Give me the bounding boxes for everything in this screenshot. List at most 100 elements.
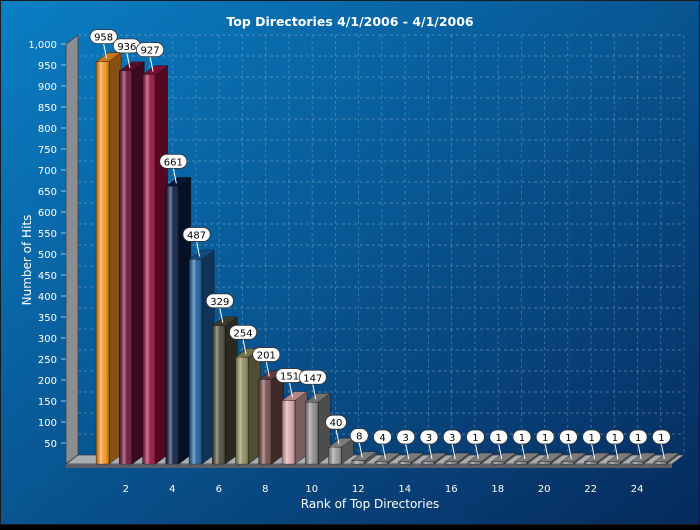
bar-shine [142, 74, 156, 464]
bar-17 [467, 452, 494, 465]
data-label-19: 1 [512, 429, 532, 460]
data-label-leader [289, 382, 294, 398]
bar-10 [304, 392, 331, 465]
x-tick-label: 16 [445, 484, 458, 495]
x-tick-label: 4 [169, 484, 175, 495]
y-tick-label: 850 [38, 103, 57, 114]
bar-11 [327, 437, 355, 465]
data-label-leader [405, 443, 410, 460]
data-label-text: 1 [588, 433, 594, 444]
data-label-leader [544, 443, 549, 460]
bar-22 [583, 452, 610, 465]
y-tick-label: 100 [38, 418, 57, 429]
data-label-17: 1 [466, 429, 485, 460]
bar-18 [490, 452, 517, 465]
y-tick-label: 700 [38, 166, 57, 177]
y-axis-wall [65, 34, 79, 465]
data-label-leader [428, 443, 433, 460]
data-label-leader [591, 443, 596, 460]
data-label-23: 1 [605, 429, 625, 460]
bar-6 [211, 316, 238, 465]
data-label-leader [149, 56, 154, 72]
bar-shine [235, 357, 249, 464]
data-labels: 958 936 927 661 487 329 254 201 151 147 40 8 4 3 3 3 1 1 1… [89, 29, 671, 460]
bar-shine [514, 462, 528, 464]
bar-5 [188, 250, 215, 465]
bar-shine [607, 462, 621, 464]
data-label-leader [126, 52, 131, 68]
data-label-text: 1 [519, 433, 525, 444]
bar-shine [374, 462, 389, 464]
data-label-leader [660, 443, 665, 460]
data-label-9: 151 [275, 368, 304, 398]
x-tick-label: 2 [123, 484, 129, 495]
bar-shine [282, 400, 296, 464]
data-label-bubble [651, 429, 671, 445]
y-tick-label: 250 [38, 355, 57, 366]
data-label-bubble [229, 324, 258, 340]
data-label-6: 329 [205, 293, 234, 323]
data-label-25: 1 [651, 429, 671, 460]
data-label-text: 1 [542, 433, 548, 444]
data-label-leader [219, 307, 224, 323]
chart-title: Top Directories 4/1/2006 - 4/1/2006 [226, 14, 474, 29]
bar-shine [537, 462, 551, 464]
y-tick-label: 900 [38, 82, 57, 93]
y-tick-label: 600 [38, 208, 57, 219]
x-tick-label: 18 [491, 484, 504, 495]
bar-12 [351, 451, 378, 465]
data-label-bubble [205, 293, 234, 309]
data-label-bubble [298, 369, 327, 385]
y-tick-label: 350 [38, 313, 57, 324]
bar-shine [258, 379, 272, 464]
data-label-21: 1 [559, 429, 578, 460]
bar-shine [328, 447, 342, 464]
data-label-8: 201 [252, 347, 281, 377]
y-tick-label: 550 [38, 229, 57, 240]
y-tick-label: 1,000 [28, 40, 57, 51]
data-label-leader [567, 443, 572, 460]
data-label-18: 1 [489, 429, 509, 460]
bar-7 [234, 347, 262, 465]
bar-2 [118, 61, 145, 465]
y-tick-label: 300 [38, 334, 57, 345]
bar-9 [281, 391, 308, 465]
y-axis-label: Number of Hits [20, 215, 34, 306]
bar-23 [606, 452, 634, 465]
bar-24 [630, 452, 657, 465]
data-label-text: 1 [658, 433, 664, 444]
data-label-leader [382, 443, 386, 460]
y-tick-label: 950 [38, 61, 57, 72]
data-label-bubble [252, 347, 281, 362]
data-label-bubble [442, 429, 462, 445]
data-label-leader [265, 361, 270, 377]
bar-21 [560, 452, 587, 465]
x-tick-label: 10 [305, 484, 318, 495]
x-tick-label: 24 [631, 484, 644, 495]
y-tick-label: 400 [38, 292, 57, 303]
data-label-14: 3 [396, 429, 416, 460]
data-label-leader [498, 443, 503, 460]
data-label-leader [103, 43, 108, 59]
data-label-bubble [373, 429, 392, 445]
bar-shine [398, 462, 412, 464]
data-label-text: 3 [426, 433, 432, 444]
data-label-leader [172, 168, 177, 184]
data-label-text: 936 [117, 42, 136, 53]
data-label-4: 661 [159, 153, 188, 184]
data-label-bubble [628, 429, 648, 445]
bar-3 [141, 65, 169, 465]
bar-4 [165, 176, 192, 465]
data-label-bubble [182, 227, 211, 242]
data-label-text: 1 [612, 433, 618, 444]
data-label-bubble [349, 428, 369, 444]
data-label-text: 151 [280, 372, 299, 383]
bar-1 [95, 52, 122, 465]
bar-shine [189, 259, 203, 464]
data-label-text: 1 [565, 433, 571, 444]
data-label-text: 201 [257, 351, 276, 362]
data-label-bubble [466, 429, 485, 445]
bar-shine [444, 462, 458, 464]
data-label-leader [335, 429, 340, 445]
